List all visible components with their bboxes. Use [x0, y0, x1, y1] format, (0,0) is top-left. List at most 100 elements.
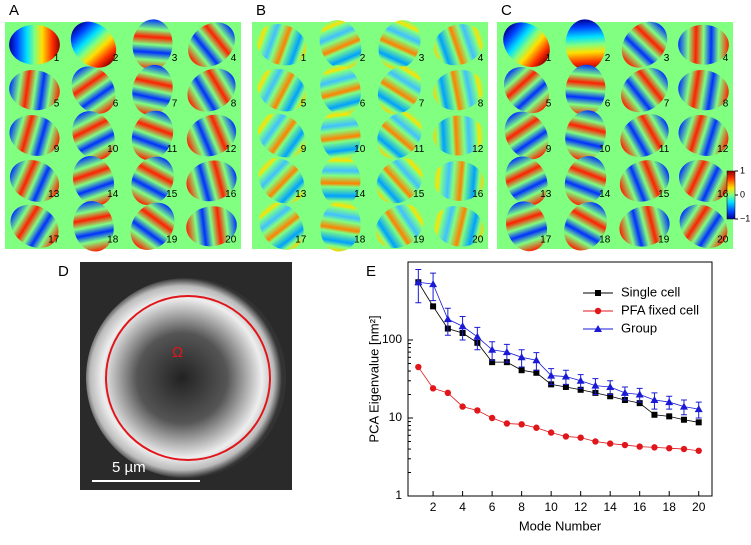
- mode-map: [678, 69, 729, 111]
- mode-map: [433, 24, 484, 66]
- mode-number: 2: [605, 53, 611, 64]
- mode-number: 17: [295, 235, 307, 246]
- x-tick-label: 8: [518, 500, 525, 514]
- mode-map: [320, 155, 361, 207]
- x-tick-label: 14: [603, 500, 617, 514]
- mode-map: [505, 201, 548, 252]
- point: [518, 421, 525, 428]
- mode-map: [70, 21, 117, 68]
- point: [635, 390, 644, 398]
- point: [666, 445, 673, 452]
- mode-map: [320, 201, 361, 252]
- x-tick-label: 18: [663, 500, 677, 514]
- point: [636, 443, 643, 450]
- mode-number: 19: [658, 235, 670, 246]
- mode-number: 13: [295, 189, 307, 200]
- mode-number: 20: [472, 235, 484, 246]
- mode-number: 19: [413, 235, 425, 246]
- mode-map: [375, 204, 424, 249]
- point: [488, 414, 496, 422]
- mode-number: 4: [478, 53, 484, 64]
- mode-number: 16: [472, 189, 484, 200]
- mode-number: 12: [472, 144, 484, 155]
- mode-number: 8: [231, 98, 237, 109]
- mode-number: 9: [54, 144, 60, 155]
- point: [473, 332, 482, 340]
- mode-map: [9, 70, 60, 111]
- point: [414, 278, 423, 286]
- point: [621, 441, 629, 449]
- panel-label: D: [58, 263, 69, 280]
- y-tick-label: 1: [395, 488, 402, 502]
- legend-marker: [594, 307, 602, 315]
- mode-map: [130, 202, 175, 250]
- mode-map: [259, 202, 304, 250]
- mode-map: [132, 19, 173, 71]
- point: [592, 438, 599, 445]
- mode-map: [71, 66, 116, 114]
- point: [695, 419, 702, 426]
- mode-number: 5: [54, 98, 60, 109]
- mode-map: [376, 158, 423, 204]
- mode-map: [679, 159, 728, 202]
- point: [429, 385, 437, 392]
- legend-label: Group: [621, 320, 657, 335]
- cell-image: [86, 278, 286, 478]
- colorbar-tick-label: 0: [740, 189, 745, 199]
- mode-map: [433, 69, 484, 111]
- point: [576, 376, 585, 384]
- mode-map: [433, 160, 484, 201]
- mode-number: 10: [107, 144, 119, 155]
- mode-number: 1: [54, 53, 60, 64]
- mode-number: 1: [301, 53, 307, 64]
- point: [517, 353, 526, 361]
- mode-number: 15: [166, 189, 178, 200]
- mode-number: 5: [301, 98, 307, 109]
- y-tick-label: 10: [389, 410, 403, 424]
- mode-number: 14: [354, 189, 366, 200]
- mode-number: 6: [360, 98, 366, 109]
- mode-number: 5: [546, 98, 552, 109]
- mode-number: 20: [717, 235, 729, 246]
- mode-map: [505, 156, 548, 206]
- point: [561, 372, 570, 380]
- x-tick-label: 6: [489, 500, 496, 514]
- point: [489, 359, 496, 366]
- colorbar-tick-label: −1: [740, 213, 750, 223]
- mode-map: [678, 24, 729, 65]
- point: [651, 444, 658, 451]
- mode-number: 15: [413, 189, 425, 200]
- mode-number: 7: [664, 98, 670, 109]
- mode-map: [564, 156, 607, 206]
- series-line: [418, 281, 699, 410]
- x-tick-label: 20: [692, 500, 706, 514]
- x-axis-title: Mode Number: [519, 518, 602, 533]
- mode-number: 10: [354, 144, 366, 155]
- x-tick-label: 2: [430, 500, 437, 514]
- mode-map: [621, 67, 668, 113]
- mode-number: 15: [658, 189, 670, 200]
- mode-number: 10: [599, 144, 611, 155]
- mode-number: 1: [546, 53, 552, 64]
- point: [488, 345, 497, 353]
- mode-map: [377, 66, 422, 115]
- point: [502, 348, 511, 356]
- mode-map: [621, 21, 668, 68]
- point: [694, 405, 703, 413]
- point: [547, 429, 555, 436]
- point: [650, 396, 659, 404]
- mode-number: 16: [717, 189, 729, 200]
- mode-map: [503, 66, 550, 114]
- mode-map: [132, 64, 173, 116]
- point: [533, 369, 540, 376]
- mode-number: 13: [48, 189, 60, 200]
- mode-map: [257, 113, 306, 158]
- point: [429, 280, 438, 288]
- mode-map: [258, 158, 305, 204]
- point: [665, 398, 674, 406]
- point: [606, 440, 614, 447]
- mode-map: [9, 24, 60, 65]
- legend-label: PFA fixed cell: [621, 302, 699, 317]
- point: [443, 315, 452, 323]
